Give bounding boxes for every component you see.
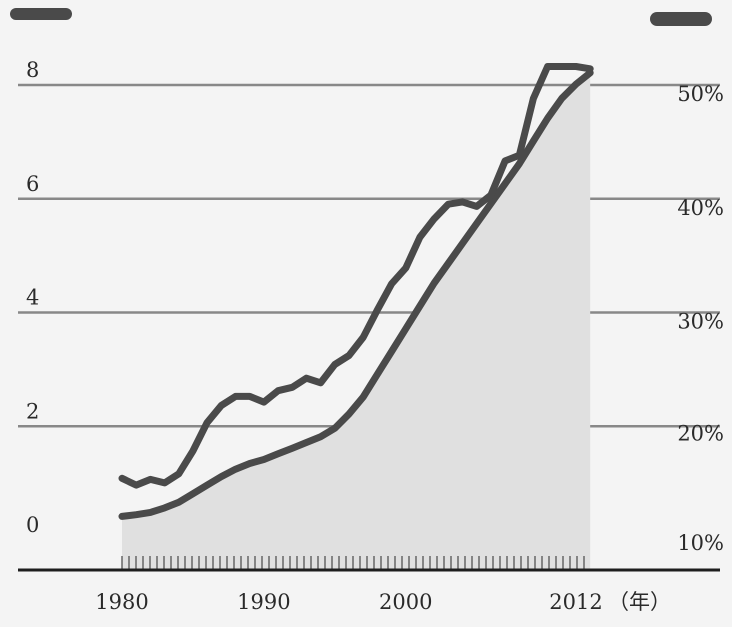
- gridlines: [18, 83, 720, 428]
- right-tick-label: 40%: [677, 196, 724, 220]
- left-tick-label: 4: [26, 286, 39, 310]
- x-axis-ticks: 1980 1990 2000 2012: [95, 590, 602, 614]
- right-tick-label: 20%: [677, 421, 724, 445]
- x-tick-label: 2000: [379, 590, 432, 614]
- series-left-area: [122, 72, 591, 570]
- x-tick-label: 2012: [549, 590, 602, 614]
- left-tick-label: 8: [26, 58, 39, 82]
- left-tick-label: 2: [26, 399, 39, 423]
- right-tick-label: 30%: [677, 310, 724, 334]
- x-tick-label: 1980: [95, 590, 148, 614]
- x-tick-label: 1990: [237, 590, 290, 614]
- series-line-right-axis: [118, 63, 594, 489]
- right-tick-label: 10%: [677, 531, 724, 555]
- x-axis-minor-ticks: [121, 556, 585, 570]
- x-axis-unit: （年）: [608, 590, 671, 614]
- legend-marker-right: [650, 12, 712, 26]
- left-tick-label: 0: [26, 513, 39, 537]
- series-line-left-axis: [118, 69, 594, 520]
- right-tick-label: 50%: [677, 82, 724, 106]
- left-axis-ticks: 0 2 4 6 8: [26, 58, 39, 537]
- legend-marker-left: [10, 8, 72, 20]
- series-lines: [118, 63, 594, 520]
- left-tick-label: 6: [26, 172, 39, 196]
- right-axis-ticks: 10% 20% 30% 40% 50%: [677, 82, 724, 555]
